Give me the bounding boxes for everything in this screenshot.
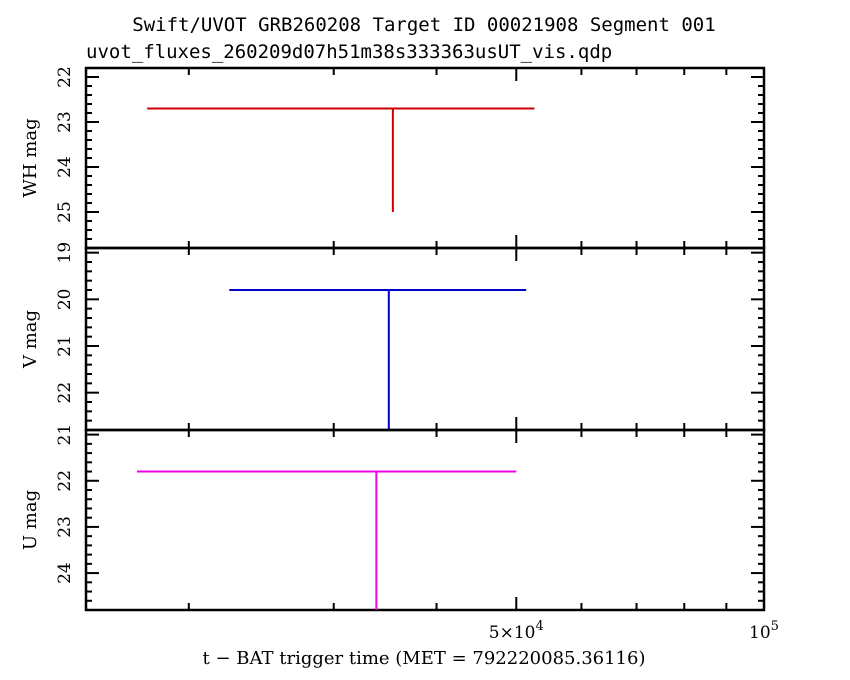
y-tick-label: 25 [55, 201, 75, 223]
y-tick-label: 21 [55, 424, 75, 446]
y-tick-label: 24 [55, 156, 75, 178]
y-tick-label: 22 [55, 382, 75, 404]
y-axis-label: WH mag [20, 118, 41, 197]
y-tick-label: 24 [55, 562, 75, 584]
panel-frame [84, 428, 766, 612]
y-tick-label: 22 [55, 66, 75, 88]
y-tick-label: 19 [55, 242, 75, 264]
chart-subtitle: uvot_fluxes_260209d07h51m38s333363usUT_v… [86, 41, 612, 63]
y-tick-label: 20 [55, 289, 75, 311]
y-tick-label: 21 [55, 335, 75, 357]
x-tick-exponent: 4 [535, 619, 543, 634]
x-axis-label: t − BAT trigger time (MET = 792220085.36… [203, 648, 646, 669]
panel-1: 22 23 24 25 WH mag [20, 66, 766, 250]
y-tick-label: 23 [55, 516, 75, 538]
panel-frame [84, 246, 766, 432]
x-tick-mantissa: 10 [749, 623, 771, 643]
x-tick-label: 105 [749, 619, 779, 643]
chart-title: Swift/UVOT GRB260208 Target ID 00021908 … [132, 14, 715, 36]
panel-3: 21 22 23 24 U mag [20, 424, 766, 612]
x-tick-mantissa: 5×10 [489, 623, 536, 643]
y-tick-label: 23 [55, 111, 75, 133]
panel-2: 19 20 21 22 V mag [20, 242, 766, 432]
y-tick-label: 22 [55, 470, 75, 492]
panel-frame [84, 66, 766, 250]
x-tick-label: 5×104 [489, 619, 544, 643]
y-axis-label: V mag [20, 310, 41, 369]
y-axis-label: U mag [20, 490, 41, 550]
panels: 22 23 24 25 WH mag 19 20 21 22 V mag 21 22 23 24 U mag [20, 66, 766, 612]
x-tick-exponent: 5 [771, 619, 779, 634]
